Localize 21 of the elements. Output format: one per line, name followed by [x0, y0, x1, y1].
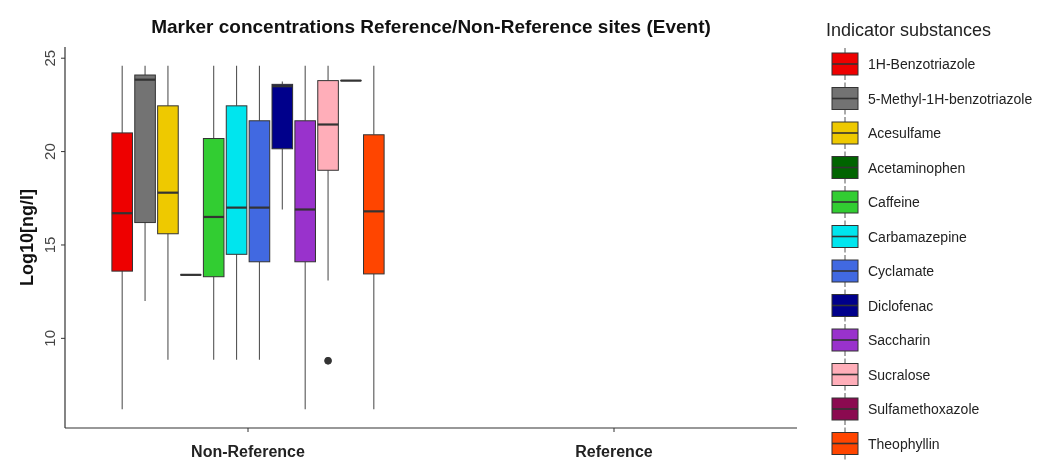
- legend-label: Sulfamethoxazole: [868, 401, 980, 417]
- legend-title: Indicator substances: [826, 20, 992, 40]
- legend-label: 1H-Benzotriazole: [868, 56, 976, 72]
- y-tick-label: 10: [41, 330, 58, 347]
- legend-label: Acesulfame: [868, 125, 942, 141]
- legend-label: Diclofenac: [868, 297, 934, 314]
- x-tick-label: Reference: [575, 443, 653, 460]
- legend-label: Carbamazepine: [868, 228, 968, 245]
- chart-title: Marker concentrations Reference/Non-Reference sites (Event): [151, 16, 711, 37]
- legend-label: Cyclamate: [868, 263, 935, 279]
- legend-label: Caffeine: [868, 194, 921, 210]
- x-tick-label: Non-Reference: [191, 443, 305, 460]
- y-tick-label: 25: [41, 49, 58, 67]
- legend-label: 5-Methyl-1H-benzotriazole: [868, 90, 1033, 107]
- legend-label: Saccharin: [868, 332, 931, 348]
- legend-label: Theophyllin: [868, 435, 940, 452]
- y-tick-label: 20: [41, 143, 58, 160]
- y-tick-label: 15: [41, 236, 58, 254]
- legend-label: Sucralose: [868, 366, 931, 383]
- y-axis-title: Log10[ng/l]: [17, 189, 37, 286]
- legend-label: Acetaminophen: [868, 159, 966, 176]
